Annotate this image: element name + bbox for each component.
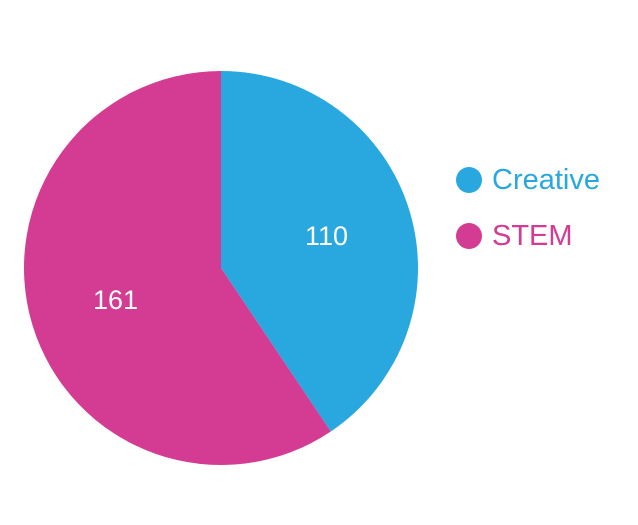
pie-slice-stem bbox=[23, 70, 331, 465]
legend-label-stem: STEM bbox=[492, 220, 573, 252]
legend: Creative STEM bbox=[456, 164, 600, 252]
pie-data-labels: 110 161 bbox=[93, 221, 348, 315]
data-label-stem: 161 bbox=[93, 285, 138, 315]
legend-swatch-stem bbox=[456, 223, 482, 249]
pie-slices bbox=[23, 70, 418, 465]
legend-swatch-creative bbox=[456, 167, 482, 193]
data-label-creative: 110 bbox=[305, 221, 348, 251]
legend-label-creative: Creative bbox=[492, 164, 600, 196]
pie-slice-creative bbox=[221, 71, 418, 432]
